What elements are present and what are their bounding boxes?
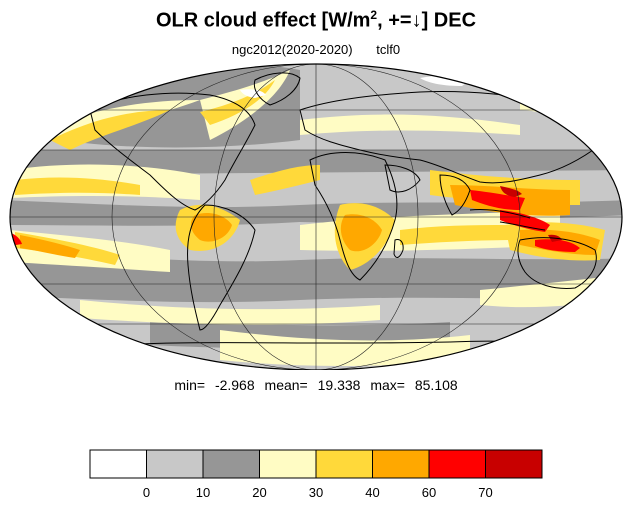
colorbar-box	[202, 449, 260, 479]
colorbar: 0 10 20 30 40 60 70	[89, 449, 543, 500]
colorbar-ticks: 0 10 20 30 40 60 70	[143, 485, 493, 500]
colorbar-boxes	[89, 449, 543, 479]
max-label: max=	[370, 377, 405, 393]
colorbar-box	[89, 449, 147, 479]
mean-value: 19.338	[317, 377, 361, 393]
colorbar-tick-label: 40	[365, 485, 379, 500]
colorbar-box	[146, 449, 204, 479]
south-america-coast	[187, 204, 256, 331]
europe-asia-coast	[299, 91, 602, 184]
indonesia-coast	[469, 209, 546, 231]
colorbar-tick-label: 60	[422, 485, 436, 500]
graticule	[10, 64, 622, 370]
north-america-coast	[89, 92, 256, 211]
colorbar-tick-label: 10	[196, 485, 210, 500]
colorbar-tick-label: 70	[478, 485, 492, 500]
africa-coast	[309, 152, 398, 281]
map-border	[9, 63, 623, 370]
statistics-line: min= -2.968 mean= 19.338 max= 85.108	[0, 377, 632, 393]
colorbar-tick-label: 20	[252, 485, 266, 500]
arabia-coast	[384, 164, 421, 193]
colorbar-box	[259, 449, 317, 479]
plot-title: OLR cloud effect [W/m2, +=↓] DEC	[155, 8, 477, 32]
colorbar-tick-label: 30	[309, 485, 323, 500]
world-map	[9, 63, 623, 370]
colorbar-tick-label: 0	[143, 485, 150, 500]
max-value: 85.108	[414, 377, 458, 393]
coastlines	[89, 72, 602, 346]
india-coast	[439, 174, 471, 216]
plot-subtitle: ngc2012(2020-2020) tclf0	[0, 42, 632, 57]
run-label: ngc2012(2020-2020)	[231, 42, 353, 57]
greenland-coast	[253, 72, 301, 106]
colorbar-box	[485, 449, 543, 479]
min-value: -2.968	[214, 377, 255, 393]
variable-label: tclf0	[376, 42, 401, 57]
colorbar-box	[372, 449, 430, 479]
mean-label: mean=	[264, 377, 308, 393]
madagascar-coast	[393, 239, 404, 258]
colorbar-box	[315, 449, 373, 479]
min-label: min=	[174, 377, 206, 393]
australia-coast	[517, 237, 597, 289]
colorbar-box	[428, 449, 486, 479]
